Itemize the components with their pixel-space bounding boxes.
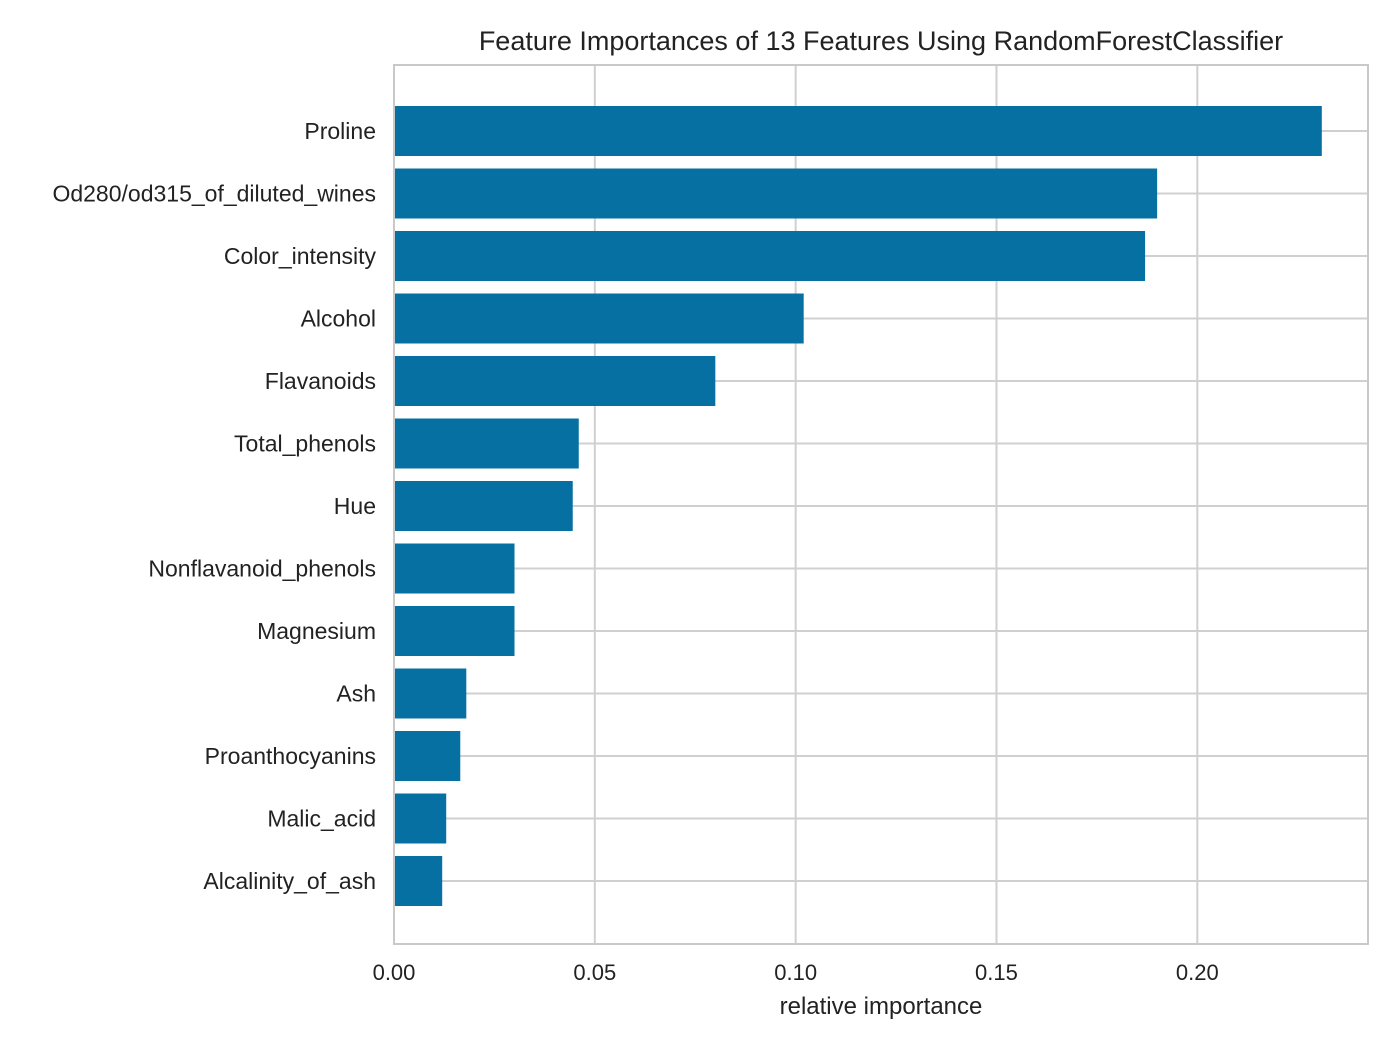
category-label: Malic_acid [267, 806, 376, 832]
bars [394, 106, 1322, 906]
x-axis-label: relative importance [780, 993, 983, 1020]
x-tick-label: 0.00 [373, 960, 416, 985]
category-labels: Proline Od280/od315_of_diluted_wines Color… [52, 118, 376, 894]
bar [394, 418, 579, 469]
category-label: Flavanoids [265, 368, 376, 394]
category-label: Proanthocyanins [205, 743, 376, 769]
category-label: Hue [334, 493, 376, 519]
bar [394, 606, 515, 656]
x-tick-labels: 0.00 0.05 0.10 0.15 0.20 [373, 960, 1219, 985]
category-label: Od280/od315_of_diluted_wines [52, 181, 376, 207]
bar [394, 231, 1146, 281]
plot-frame [393, 64, 1369, 945]
category-label: Alcohol [301, 306, 376, 332]
category-label: Alcalinity_of_ash [203, 868, 376, 894]
bar [394, 481, 573, 531]
bar [394, 293, 804, 344]
x-tick-label: 0.05 [573, 960, 616, 985]
x-tick-label: 0.10 [774, 960, 817, 985]
bar [394, 793, 447, 844]
bar [394, 106, 1322, 156]
category-label: Magnesium [257, 618, 376, 644]
category-label: Ash [336, 681, 376, 707]
x-tick-label: 0.15 [975, 960, 1018, 985]
bar [394, 168, 1158, 219]
bar [394, 356, 716, 406]
category-label: Color_intensity [224, 243, 377, 269]
x-tick-label: 0.20 [1176, 960, 1219, 985]
bar [394, 856, 443, 906]
bar [394, 668, 467, 719]
bar [394, 731, 461, 781]
bar [394, 543, 515, 594]
chart-title: Feature Importances of 13 Features Using… [479, 26, 1283, 56]
category-label: Proline [304, 118, 376, 144]
category-label: Total_phenols [234, 431, 376, 457]
category-label: Nonflavanoid_phenols [148, 556, 376, 582]
